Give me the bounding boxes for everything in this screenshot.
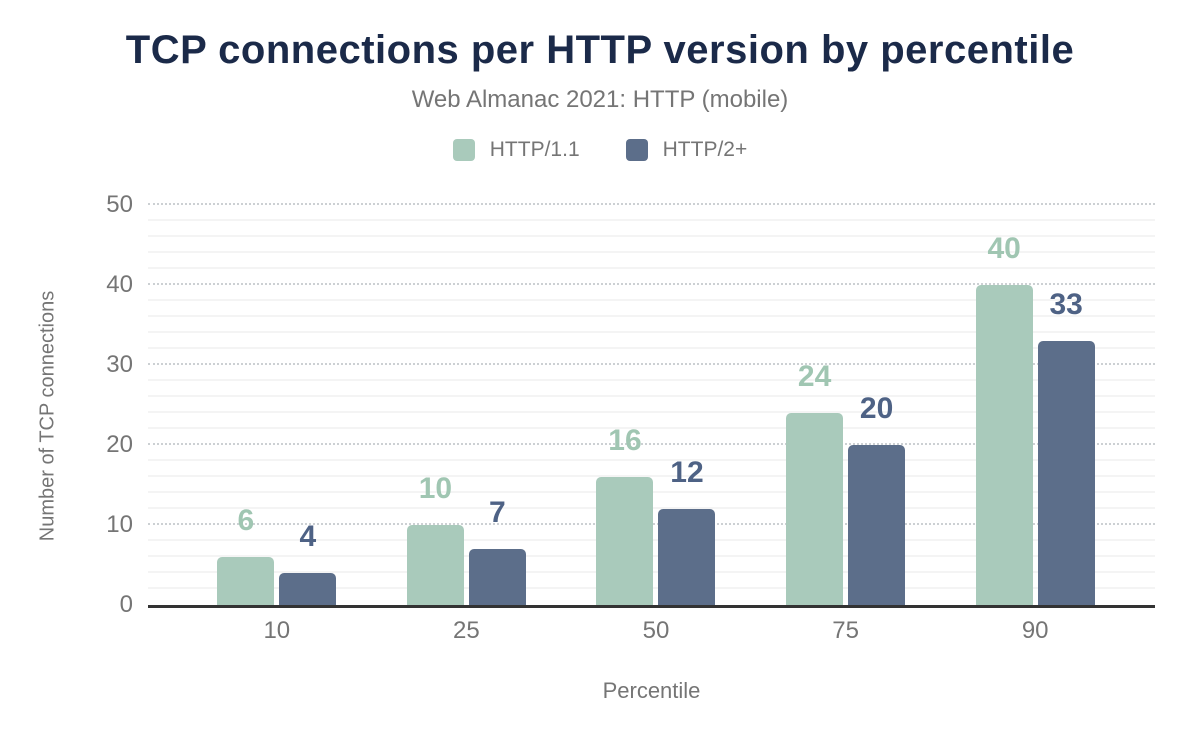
x-axis-tick-labels: 10 25 50 75 90 bbox=[182, 617, 1130, 645]
x-axis-line bbox=[148, 605, 1155, 608]
minor-gridline bbox=[148, 219, 1155, 221]
bar-group-p25: 10 7 bbox=[372, 205, 562, 605]
bar-value-label: 24 bbox=[797, 360, 832, 393]
bars-area: 6 4 10 7 16 12 24 20 40 33 bbox=[182, 205, 1130, 605]
legend-label: HTTP/1.1 bbox=[489, 138, 580, 161]
bar-http-1-1-p75[interactable]: 24 bbox=[786, 362, 844, 605]
minor-gridline bbox=[148, 459, 1155, 461]
major-gridline bbox=[148, 443, 1155, 445]
minor-gridline bbox=[148, 411, 1155, 413]
y-tick-label: 20 bbox=[106, 431, 133, 458]
y-tick-label: 40 bbox=[106, 271, 133, 298]
minor-gridline bbox=[148, 475, 1155, 477]
legend-swatch-icon bbox=[625, 139, 648, 161]
bar-http-2--p75[interactable]: 20 bbox=[848, 394, 906, 605]
minor-gridline bbox=[148, 267, 1155, 269]
minor-gridline bbox=[148, 235, 1155, 237]
bar-group-p75: 24 20 bbox=[751, 205, 941, 605]
bar-http-1-1-p50[interactable]: 16 bbox=[596, 426, 654, 605]
legend-swatch-icon bbox=[452, 139, 475, 161]
legend-label: HTTP/2+ bbox=[662, 138, 748, 161]
x-tick-label: 90 bbox=[1021, 617, 1049, 644]
major-gridline bbox=[148, 203, 1155, 205]
bar-http-2--p50[interactable]: 12 bbox=[658, 458, 716, 605]
y-axis-title: Number of TCP connections bbox=[36, 290, 59, 542]
bar-value-label: 16 bbox=[608, 424, 642, 457]
bar-http-1-1-p10[interactable]: 6 bbox=[217, 506, 275, 605]
bar-value-label: 20 bbox=[859, 392, 894, 425]
bar-value-label: 12 bbox=[670, 456, 704, 489]
legend: HTTP/1.1 HTTP/2+ bbox=[0, 138, 1200, 162]
plot-area: 6 4 10 7 16 12 24 20 40 33 bbox=[148, 203, 1155, 608]
minor-gridline bbox=[148, 315, 1155, 317]
bar-group-p50: 16 12 bbox=[561, 205, 751, 605]
major-gridline bbox=[148, 283, 1155, 285]
y-tick-label: 50 bbox=[106, 191, 133, 218]
bar-value-label: 33 bbox=[1049, 288, 1083, 321]
bar-value-label: 10 bbox=[418, 472, 453, 505]
chart-title: TCP connections per HTTP version by perc… bbox=[125, 28, 1075, 72]
minor-gridline bbox=[148, 299, 1155, 301]
chart-subtitle: Web Almanac 2021: HTTP (mobile) bbox=[411, 86, 789, 113]
x-tick-label: 75 bbox=[832, 617, 859, 644]
minor-gridline bbox=[148, 347, 1155, 349]
minor-gridline bbox=[148, 251, 1155, 253]
legend-item-http-2-[interactable]: HTTP/2+ bbox=[625, 138, 748, 162]
minor-gridline bbox=[148, 379, 1155, 381]
x-tick-label: 50 bbox=[642, 617, 670, 644]
y-tick-label: 10 bbox=[106, 511, 133, 538]
x-axis-title: Percentile bbox=[602, 678, 701, 703]
y-tick-label: 0 bbox=[119, 591, 133, 618]
bar-group-p90: 40 33 bbox=[940, 205, 1130, 605]
x-tick-label: 10 bbox=[263, 617, 291, 644]
bar-value-label: 40 bbox=[987, 232, 1021, 265]
bar-value-label: 4 bbox=[299, 520, 317, 553]
minor-gridline bbox=[148, 395, 1155, 397]
y-tick-label: 30 bbox=[106, 351, 133, 378]
bar-http-1-1-p90[interactable]: 40 bbox=[975, 234, 1033, 605]
bar-value-label: 6 bbox=[237, 504, 255, 537]
bar-http-2--p10[interactable]: 4 bbox=[279, 522, 337, 605]
bar-http-1-1-p25[interactable]: 10 bbox=[406, 474, 464, 605]
legend-item-http-1-1[interactable]: HTTP/1.1 bbox=[452, 138, 580, 162]
minor-gridline bbox=[148, 331, 1155, 333]
minor-gridline bbox=[148, 427, 1155, 429]
bar-http-2--p90[interactable]: 33 bbox=[1037, 290, 1095, 605]
major-gridline bbox=[148, 363, 1155, 365]
x-tick-label: 25 bbox=[453, 617, 480, 644]
bar-value-label: 7 bbox=[489, 496, 506, 529]
bar-http-2--p25[interactable]: 7 bbox=[468, 498, 526, 605]
